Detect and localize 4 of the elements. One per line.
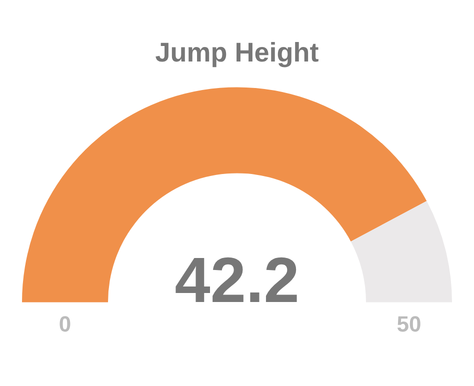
text: 50 [396, 311, 422, 336]
text: 0 [58, 311, 72, 336]
data-label: 42.2 [174, 244, 300, 316]
chart-title: Jump Height [155, 38, 319, 68]
